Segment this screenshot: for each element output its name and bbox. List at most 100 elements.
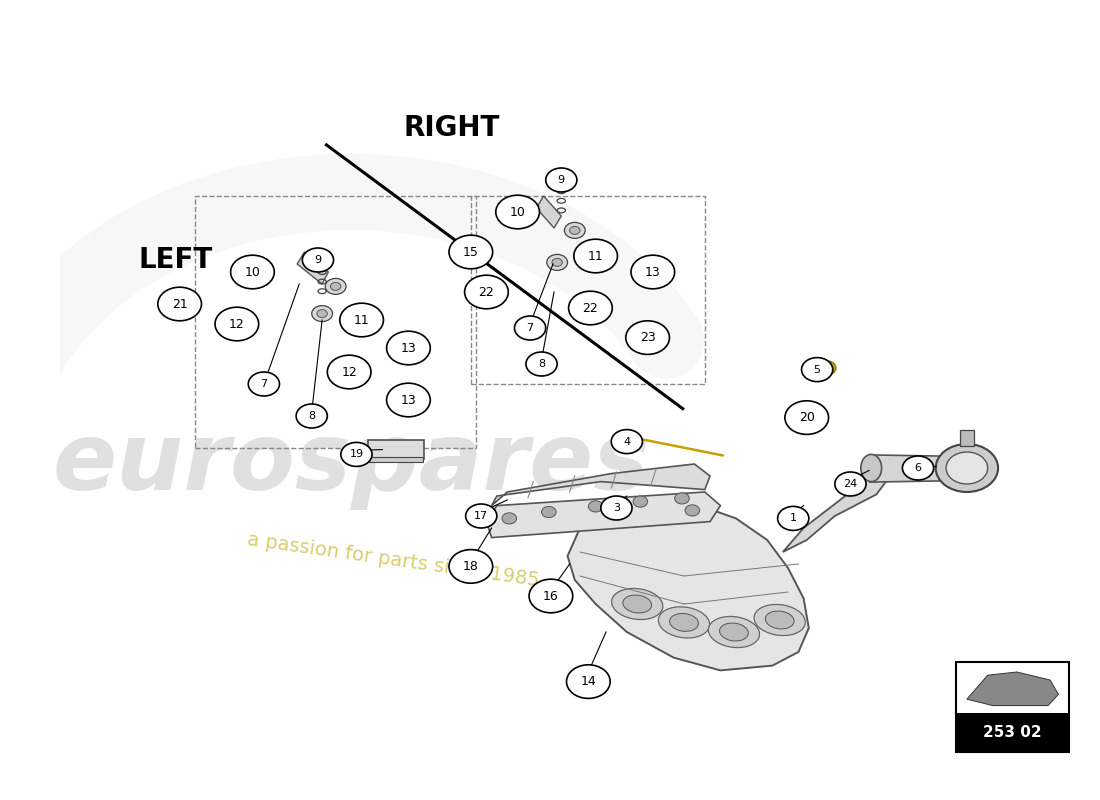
Text: 22: 22 xyxy=(583,302,598,314)
Circle shape xyxy=(317,310,328,318)
Bar xyxy=(471,196,705,384)
Circle shape xyxy=(231,255,274,289)
Text: 7: 7 xyxy=(261,379,267,389)
Text: a passion for parts since 1985: a passion for parts since 1985 xyxy=(245,530,540,590)
Circle shape xyxy=(685,505,700,516)
Circle shape xyxy=(496,195,539,229)
Text: 9: 9 xyxy=(558,175,565,185)
Circle shape xyxy=(674,493,690,504)
Circle shape xyxy=(552,258,562,266)
Ellipse shape xyxy=(623,595,651,613)
Circle shape xyxy=(569,291,613,325)
Text: 24: 24 xyxy=(844,479,858,489)
Circle shape xyxy=(302,248,333,272)
Circle shape xyxy=(386,383,430,417)
Circle shape xyxy=(311,306,332,322)
Ellipse shape xyxy=(670,614,698,631)
Circle shape xyxy=(326,278,346,294)
FancyBboxPatch shape xyxy=(959,430,975,446)
Text: 5: 5 xyxy=(814,365,821,374)
Text: 7: 7 xyxy=(527,323,534,333)
Circle shape xyxy=(601,496,632,520)
Circle shape xyxy=(515,316,546,340)
Ellipse shape xyxy=(719,623,748,641)
Circle shape xyxy=(626,321,670,354)
Circle shape xyxy=(778,506,808,530)
Circle shape xyxy=(546,168,576,192)
Circle shape xyxy=(340,303,384,337)
Text: 9: 9 xyxy=(315,255,321,265)
Polygon shape xyxy=(492,464,710,506)
Text: 23: 23 xyxy=(640,331,656,344)
Text: 253 02: 253 02 xyxy=(983,725,1042,740)
Circle shape xyxy=(464,275,508,309)
Circle shape xyxy=(803,411,815,421)
Polygon shape xyxy=(486,492,720,538)
Bar xyxy=(957,713,1069,752)
Polygon shape xyxy=(783,468,892,552)
Text: 10: 10 xyxy=(244,266,261,278)
Circle shape xyxy=(902,456,934,480)
Circle shape xyxy=(795,406,823,426)
Text: 8: 8 xyxy=(308,411,316,421)
Circle shape xyxy=(612,430,642,454)
FancyBboxPatch shape xyxy=(368,457,424,462)
Text: 1: 1 xyxy=(790,514,796,523)
Text: 13: 13 xyxy=(645,266,661,278)
Circle shape xyxy=(330,282,341,290)
Bar xyxy=(195,196,476,448)
Text: 12: 12 xyxy=(341,366,358,378)
Circle shape xyxy=(449,550,493,583)
Text: 20: 20 xyxy=(799,411,815,424)
Polygon shape xyxy=(967,672,1058,706)
FancyBboxPatch shape xyxy=(367,440,424,459)
Circle shape xyxy=(817,361,836,375)
Circle shape xyxy=(946,452,988,484)
Circle shape xyxy=(634,496,648,507)
Text: eurospares: eurospares xyxy=(53,418,650,510)
Text: 17: 17 xyxy=(474,511,488,521)
Circle shape xyxy=(547,254,568,270)
Circle shape xyxy=(502,513,517,524)
Circle shape xyxy=(214,307,258,341)
Circle shape xyxy=(564,222,585,238)
Circle shape xyxy=(386,331,430,365)
Text: 15: 15 xyxy=(463,246,478,258)
Text: 12: 12 xyxy=(229,318,244,330)
Text: 3: 3 xyxy=(613,503,620,513)
Text: 11: 11 xyxy=(587,250,604,262)
Circle shape xyxy=(529,579,573,613)
Circle shape xyxy=(574,239,617,273)
Polygon shape xyxy=(297,252,329,284)
Text: LEFT: LEFT xyxy=(138,246,212,274)
Circle shape xyxy=(157,287,201,321)
Ellipse shape xyxy=(766,611,794,629)
Circle shape xyxy=(341,442,372,466)
Circle shape xyxy=(541,506,557,518)
Ellipse shape xyxy=(755,605,805,635)
Circle shape xyxy=(802,358,833,382)
Circle shape xyxy=(249,372,279,396)
Circle shape xyxy=(296,404,328,428)
Text: 6: 6 xyxy=(914,463,922,473)
Ellipse shape xyxy=(708,617,760,647)
Circle shape xyxy=(449,235,493,269)
Text: 18: 18 xyxy=(463,560,478,573)
Polygon shape xyxy=(537,196,561,228)
Polygon shape xyxy=(568,500,808,670)
Text: RIGHT: RIGHT xyxy=(404,114,499,142)
Circle shape xyxy=(566,665,610,698)
Text: 13: 13 xyxy=(400,394,416,406)
Text: 14: 14 xyxy=(581,675,596,688)
Text: 22: 22 xyxy=(478,286,494,298)
Ellipse shape xyxy=(659,607,710,638)
Text: 8: 8 xyxy=(538,359,546,369)
Circle shape xyxy=(835,472,866,496)
Text: 10: 10 xyxy=(509,206,526,218)
Circle shape xyxy=(465,504,497,528)
Circle shape xyxy=(328,355,371,389)
Text: 13: 13 xyxy=(400,342,416,354)
Circle shape xyxy=(631,255,674,289)
Text: 11: 11 xyxy=(354,314,370,326)
Text: 4: 4 xyxy=(624,437,630,446)
